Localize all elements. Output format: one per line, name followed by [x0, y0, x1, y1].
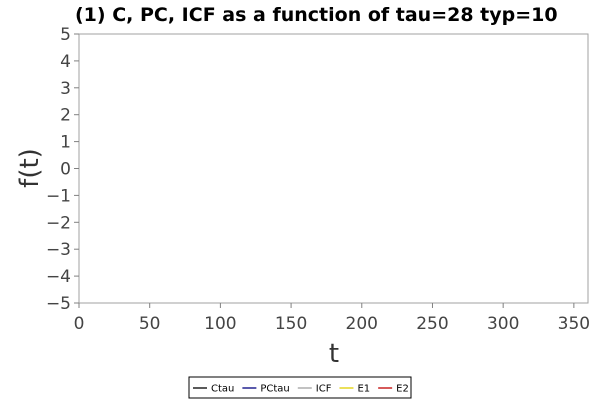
legend-item: E1 [339, 384, 370, 395]
y-tick-label: 3 [60, 79, 71, 99]
chart-title: (1) C, PC, ICF as a function of tau=28 t… [75, 4, 558, 26]
x-tick-label: 0 [74, 314, 85, 334]
legend-item: Ctau [193, 384, 234, 395]
x-tick-label: 200 [346, 314, 378, 334]
y-tick-label: 5 [60, 25, 71, 45]
legend-label: PCtau [260, 384, 289, 395]
legend-label: ICF [316, 384, 332, 395]
y-tick-label: −5 [46, 294, 71, 314]
x-tick-label: 150 [275, 314, 307, 334]
y-tick-label: 1 [60, 133, 71, 153]
y-tick-label: 2 [60, 106, 71, 126]
x-tick-label: 350 [558, 314, 590, 334]
y-axis-title: f(t) [15, 148, 45, 188]
x-tick-label: 100 [204, 314, 236, 334]
legend-item: E2 [378, 384, 409, 395]
y-tick-label: 4 [60, 52, 71, 72]
legend-label: Ctau [211, 384, 234, 395]
y-tick-label: −1 [46, 186, 71, 206]
y-axis: 5 4 3 2 1 0 −1 −2 −3 −4 −5 [46, 25, 79, 314]
y-tick-label: −2 [46, 213, 71, 233]
legend-items: Ctau PCtau ICF E1 E2 [193, 384, 409, 395]
y-tick-label: 0 [60, 160, 71, 180]
legend: Ctau PCtau ICF E1 E2 [188, 376, 412, 399]
legend-label: E2 [396, 384, 409, 395]
y-tick-label: −3 [46, 240, 71, 260]
y-tick-label: −4 [46, 267, 71, 287]
x-tick-label: 50 [139, 314, 161, 334]
x-axis: 0 50 100 150 200 250 300 350 [74, 303, 590, 334]
legend-item: PCtau [242, 384, 290, 395]
x-tick-label: 300 [487, 314, 519, 334]
x-axis-title: t [329, 339, 339, 369]
legend-label: E1 [357, 384, 370, 395]
plot-area [78, 33, 589, 304]
legend-item: ICF [297, 384, 332, 395]
x-tick-label: 250 [416, 314, 448, 334]
